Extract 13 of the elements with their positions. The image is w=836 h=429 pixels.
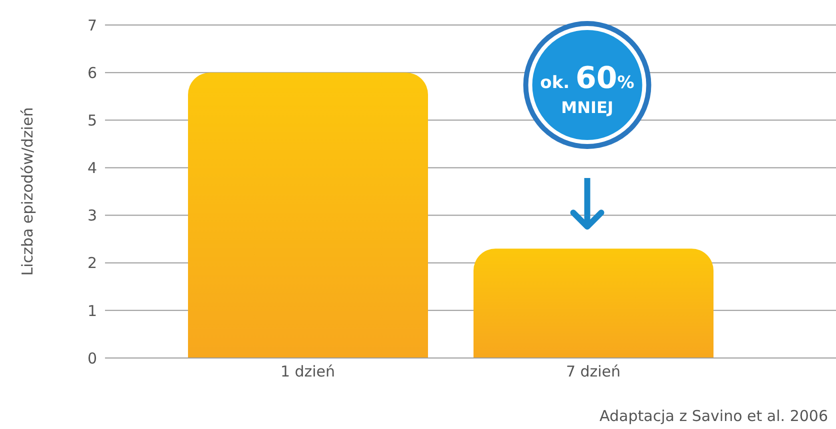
y-tick-label: 4 (87, 159, 97, 178)
y-tick-label: 6 (87, 64, 97, 82)
text: Adaptacja z Savino et al. 2006 (600, 407, 828, 425)
y-tick-label: 2 (87, 254, 97, 272)
annotation: ok. 60% MNIEJ (540, 61, 634, 117)
y-tick-label: 0 (87, 349, 97, 368)
y-axis-title: Liczba epizodów/dzień (18, 107, 36, 276)
y-tick-label: 3 (87, 206, 97, 225)
y-tick-label: 7 (87, 16, 97, 34)
y-tick-label: 5 (87, 111, 97, 130)
y-tick-label: 1 (87, 302, 97, 320)
x-tick-label: 7 dzień (566, 362, 621, 381)
x-tick-label: 1 dzień (280, 362, 336, 381)
